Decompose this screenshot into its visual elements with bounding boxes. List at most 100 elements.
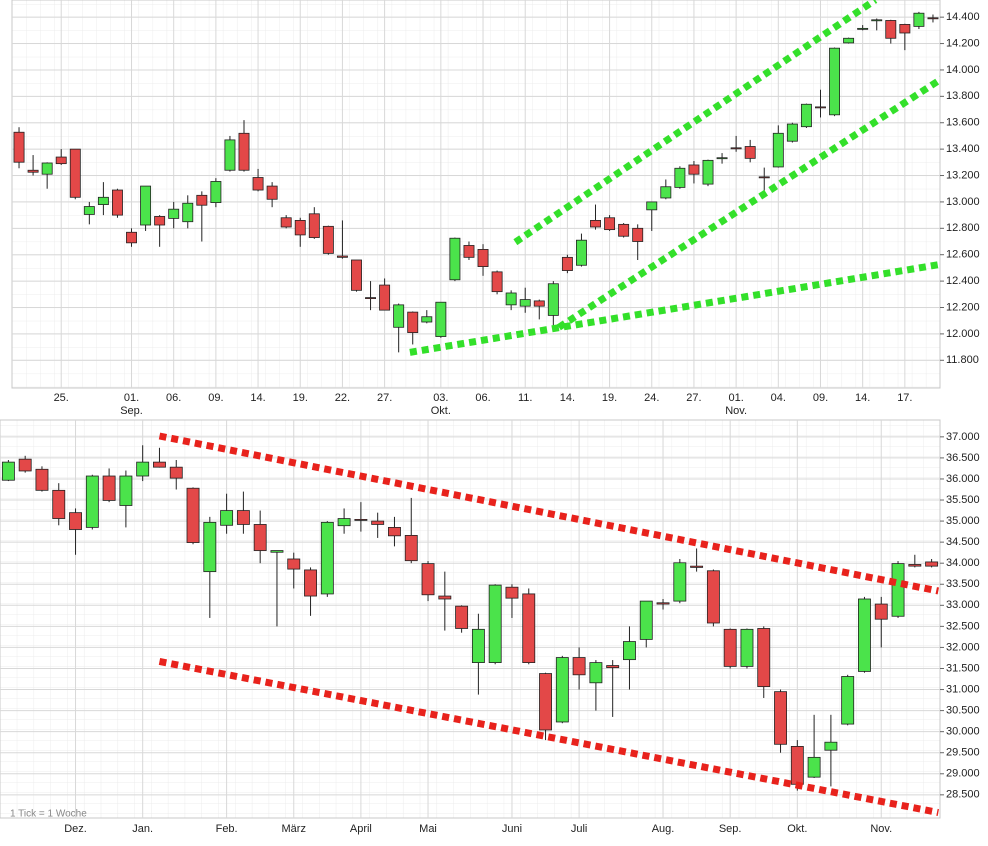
candle-body [505,292,517,306]
candle-body [522,593,536,663]
candle-body [716,157,728,160]
x-tick-label: 06. [475,392,490,404]
candle-body [519,299,531,307]
candles [1,420,940,818]
candle-body [354,518,368,521]
candle-body [790,746,804,785]
y-tick-label: 13.800 [946,90,980,102]
candle-body [702,159,714,185]
candle-body [322,225,334,254]
candle-body [388,526,401,537]
y-tick-label: 34.000 [946,557,980,569]
x-tick-label: Juni [502,823,522,835]
candle-body [404,534,418,562]
y-tick-label: 37.000 [946,431,980,443]
candle-body [646,201,658,211]
candle-body [740,628,754,667]
candle-body [891,563,905,617]
candle-body [1,461,15,481]
candle-body [252,177,264,191]
candle-body [55,156,67,165]
candle-body [606,665,620,669]
y-tick-label: 35.000 [946,515,980,527]
candle-body [815,106,826,109]
y-tick-label: 36.000 [946,473,980,485]
candle-body [660,186,672,199]
candle-body [871,19,883,22]
candle-body [800,103,812,128]
candle-body [590,219,601,228]
candle-body [294,219,306,236]
candle-body [829,47,841,116]
x-tick-label: 27. [377,392,392,404]
candle-body [102,475,116,501]
candle-body [196,194,208,206]
y-tick-label: 12.200 [946,301,980,313]
candle-body [304,569,317,597]
x-tick-label: 25. [54,392,69,404]
candle-body [83,206,95,215]
y-tick-label: 29.500 [946,747,980,759]
candle-body [186,487,200,543]
note: 1 Tick = 1 Woche [10,809,87,820]
y-tick-label: 34.500 [946,536,980,548]
candle-body [491,271,503,293]
candle-body [266,185,278,200]
candle-body [41,162,53,175]
candle-body [449,237,461,281]
y-tick-label: 11.800 [946,354,979,366]
x-tick-label: 01. [124,392,139,404]
candle-body [85,475,99,528]
x-tick-label: Sep. [719,823,742,835]
trend-line [158,432,940,595]
candle-body [238,132,250,171]
candle-body [97,196,109,205]
candle-body [421,563,435,596]
x-tick-label: 14. [250,392,265,404]
trend-line [513,0,878,246]
x-tick-label: April [350,823,372,835]
y-tick-label: 13.400 [946,143,980,155]
trend-line [409,260,940,356]
candle-body [604,217,616,231]
candle-body [807,756,821,778]
candle-body [824,741,838,751]
candle-body [639,600,653,640]
x-tick-label: 17. [897,392,912,404]
candle-body [575,239,587,266]
candle-body [539,673,552,731]
x-month-label: Nov. [725,405,747,417]
candle-body [533,300,545,307]
candle-body [477,249,489,267]
candle-body [280,217,292,228]
candle-body [688,164,700,175]
candle-body [287,558,301,570]
candle-body [455,605,469,629]
candle-body [154,216,166,226]
candle-body [35,468,49,491]
candle-body [858,598,871,672]
candle-body [351,259,362,291]
candle-body [203,521,217,573]
candle-body [270,550,284,553]
y-tick-label: 12.600 [946,249,980,261]
trend-line [158,658,939,816]
candle-body [730,147,742,150]
candle-body [547,283,559,316]
candle-body [555,657,569,723]
x-tick-label: 14. [855,392,870,404]
candle-body [136,461,150,477]
y-tick-label: 33.000 [946,599,980,611]
candle-body [140,185,152,226]
x-tick-label: 04. [771,392,786,404]
y-tick-label: 14.200 [946,37,980,49]
y-tick-label: 13.000 [946,196,980,208]
candle-body [925,561,939,567]
candle-body [435,301,447,337]
candle-body [210,181,222,203]
candle-body [169,466,183,479]
y-tick-label: 14.000 [946,64,980,76]
x-tick-label: Okt. [787,823,807,835]
